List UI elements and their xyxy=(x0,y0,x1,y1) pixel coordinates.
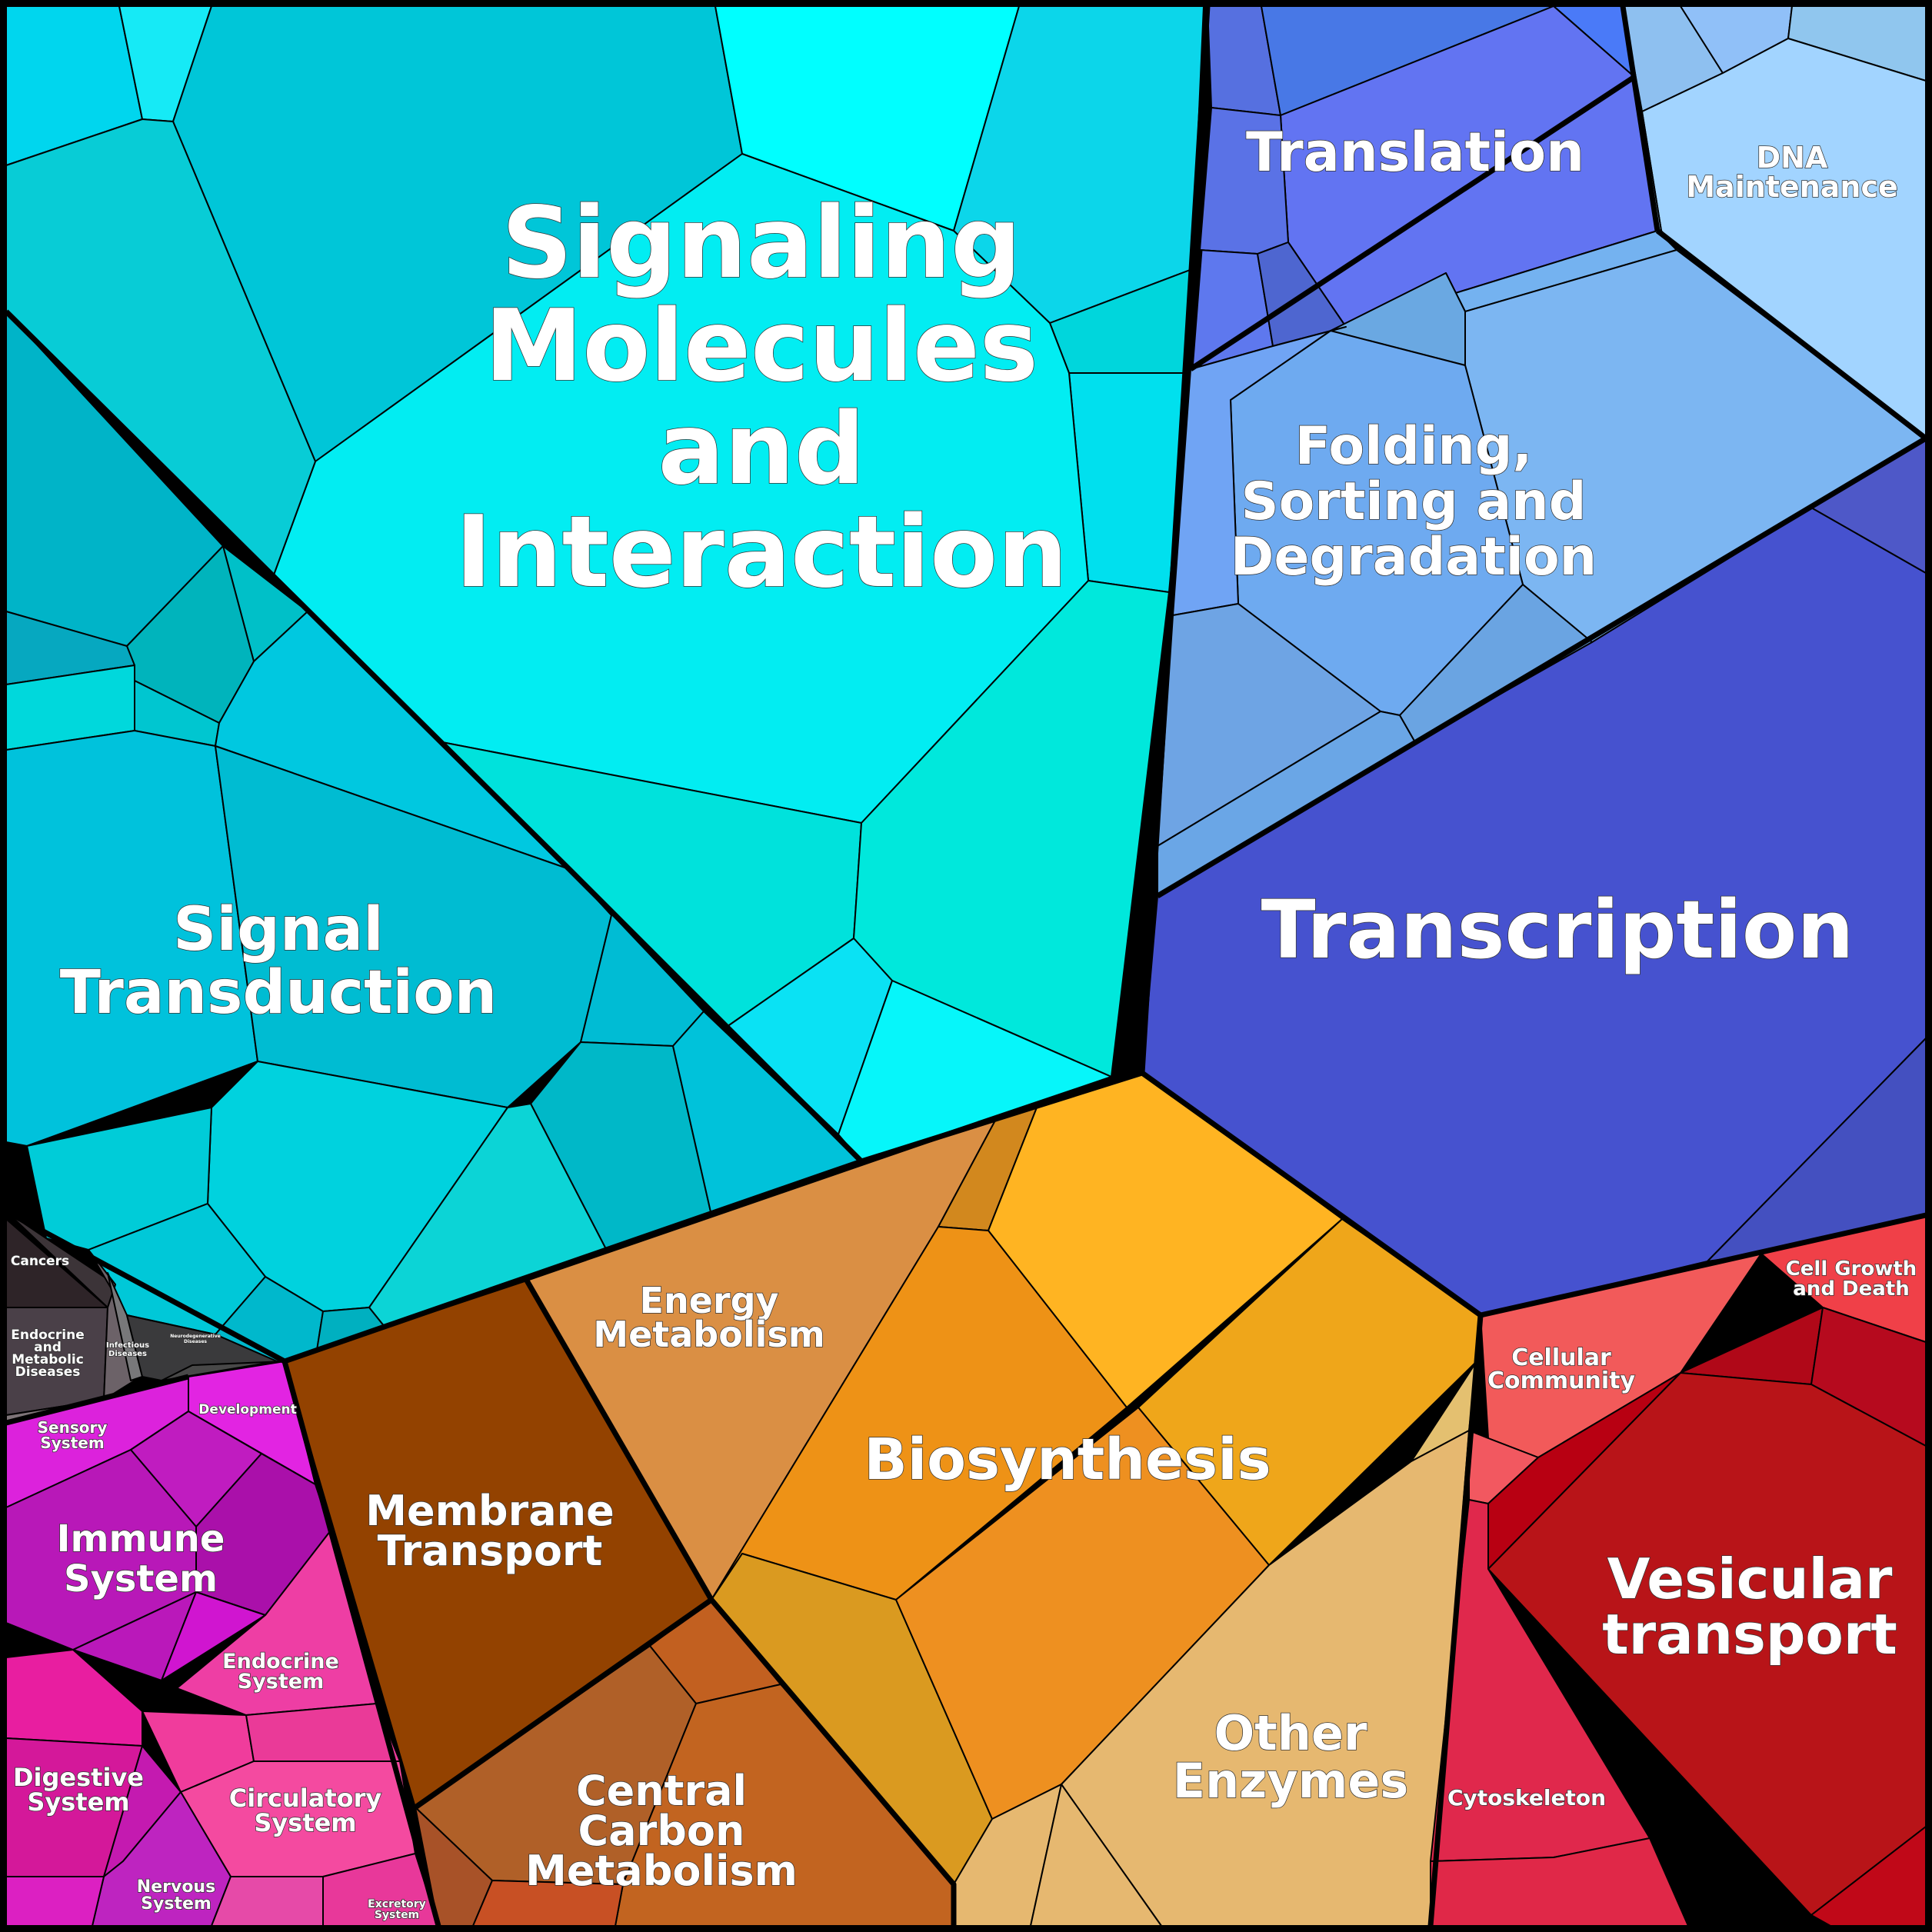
region-transcription xyxy=(1141,438,1927,1316)
label-energy-metabolism: Energy Metabolism xyxy=(593,1280,824,1355)
label-line: Vesicular xyxy=(1607,1547,1893,1611)
region-signaling-molecules xyxy=(5,5,1204,1162)
label-cancers: Cancers xyxy=(11,1254,69,1269)
group-borders xyxy=(4,5,1928,1927)
region-cellular-processes xyxy=(1430,1214,1927,1927)
label-dna-maintenance: DNA Maintenance xyxy=(1686,141,1898,204)
labels: Signaling Molecules and Interaction Signal T… xyxy=(10,120,1917,1922)
label-line: Excretory xyxy=(368,1898,426,1910)
label-line: Carbon xyxy=(578,1807,745,1855)
region-human-diseases xyxy=(5,1211,285,1424)
label-line: System xyxy=(238,1670,324,1694)
label-line: Metabolism xyxy=(593,1314,824,1355)
label-other-enzymes: Other Enzymes xyxy=(1173,1705,1409,1809)
label-line: transport xyxy=(1602,1602,1897,1667)
label-line: Signaling xyxy=(501,186,1021,301)
label-endocrine-system: Endocrine System xyxy=(222,1650,339,1694)
label-line: Immune xyxy=(57,1517,225,1561)
label-line: Metabolic xyxy=(12,1352,84,1367)
label-line: Diseases xyxy=(15,1364,81,1380)
label-transcription: Transcription xyxy=(1261,883,1854,977)
label-line: Molecules xyxy=(485,289,1038,404)
label-line: and xyxy=(34,1340,62,1355)
label-central-carbon: Central Carbon Metabolism xyxy=(525,1767,798,1895)
label-line: Membrane xyxy=(365,1487,614,1535)
label-membrane-transport: Membrane Transport xyxy=(365,1487,614,1575)
label-neurodegenerative-diseases: Neurodegenerative Diseases xyxy=(170,1334,220,1344)
label-line: Circulatory xyxy=(229,1784,382,1813)
label-folding: Folding, Sorting and Degradation xyxy=(1231,416,1597,588)
label-line: Transduction xyxy=(60,958,497,1028)
label-signal-transduction: Signal Transduction xyxy=(60,895,497,1028)
label-line: Signal xyxy=(173,895,384,964)
label-cytoskeleton: Cytoskeleton xyxy=(1447,1785,1606,1810)
label-line: Interaction xyxy=(455,495,1068,610)
label-line: and xyxy=(658,392,864,507)
label-infectious-diseases: Infectious Diseases xyxy=(106,1341,149,1358)
label-line: DNA xyxy=(1757,141,1828,175)
label-line: Metabolism xyxy=(525,1847,798,1895)
label-digestive-system: Digestive System xyxy=(13,1763,144,1817)
label-line: Endocrine xyxy=(11,1327,84,1343)
label-line: System xyxy=(40,1434,104,1452)
label-line: Energy xyxy=(640,1280,779,1321)
label-line: System xyxy=(64,1557,218,1601)
label-line: and Death xyxy=(1793,1277,1909,1301)
label-line: Endocrine xyxy=(222,1650,339,1674)
label-nervous-system: Nervous System xyxy=(137,1877,215,1914)
label-line: System xyxy=(375,1909,419,1921)
label-line: Transcription xyxy=(1261,883,1854,977)
label-line: Diseases xyxy=(184,1339,207,1344)
label-line: Cell Growth xyxy=(1786,1257,1917,1281)
label-line: Development xyxy=(198,1402,296,1417)
label-line: Translation xyxy=(1246,121,1584,184)
region-metabolism-orange xyxy=(526,1072,1481,1927)
label-line: Maintenance xyxy=(1686,170,1898,204)
label-endocrine-metabolic: Endocrine and Metabolic Diseases xyxy=(11,1327,84,1380)
label-cellular-community: Cellular Community xyxy=(1487,1344,1635,1394)
label-line: System xyxy=(27,1787,129,1817)
label-line: Sorting and xyxy=(1241,471,1587,532)
label-line: Folding, xyxy=(1295,416,1533,477)
label-line: System xyxy=(141,1894,212,1914)
label-translation: Translation xyxy=(1246,121,1584,184)
label-signaling-molecules: Signaling Molecules and Interaction xyxy=(455,186,1068,610)
label-line: Cellular xyxy=(1511,1344,1611,1371)
label-sensory-system: Sensory System xyxy=(38,1418,108,1452)
region-organismal-systems xyxy=(5,1361,439,1927)
label-line: System xyxy=(254,1808,356,1837)
label-line: Cytoskeleton xyxy=(1447,1785,1606,1810)
label-line: Infectious xyxy=(106,1341,149,1350)
label-line: Digestive xyxy=(13,1763,144,1792)
region-signal-transduction xyxy=(5,311,862,1362)
label-line: Other xyxy=(1214,1705,1367,1761)
label-excretory-system: Excretory System xyxy=(368,1898,426,1921)
label-line: Neurodegenerative xyxy=(170,1334,220,1339)
label-line: Diseases xyxy=(108,1350,147,1358)
label-cell-growth: Cell Growth and Death xyxy=(1786,1257,1917,1301)
label-line: Nervous xyxy=(137,1877,215,1897)
label-line: Enzymes xyxy=(1173,1753,1409,1809)
label-circulatory-system: Circulatory System xyxy=(229,1784,382,1837)
label-line: Community xyxy=(1487,1367,1635,1394)
label-development: Development xyxy=(198,1402,296,1417)
label-vesicular-transport: Vesicular transport xyxy=(1602,1547,1897,1667)
label-biosynthesis: Biosynthesis xyxy=(864,1427,1271,1493)
label-line: Cancers xyxy=(11,1254,69,1269)
label-line: Central xyxy=(576,1767,747,1815)
label-immune-system: Immune System xyxy=(57,1517,225,1601)
region-metabolism-brown xyxy=(284,1280,954,1927)
label-line: Sensory xyxy=(38,1418,108,1437)
label-line: Degradation xyxy=(1231,527,1597,588)
label-line: Transport xyxy=(378,1527,603,1575)
label-line: Biosynthesis xyxy=(864,1427,1271,1493)
